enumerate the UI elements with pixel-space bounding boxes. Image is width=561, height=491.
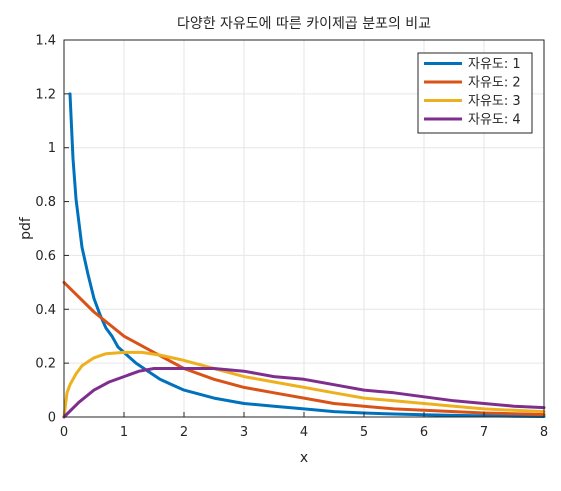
y-tick-label: 0 [48,411,56,426]
legend-label: 자유도: 1 [468,57,521,72]
chart-title: 다양한 자유도에 따른 카이제곱 분포의 비교 [177,16,431,32]
series-lines [62,92,546,419]
x-tick-label: 8 [540,425,548,440]
y-tick-label: 0.4 [35,303,56,318]
legend-label: 자유도: 4 [468,113,521,128]
y-tick-label: 0.8 [35,195,56,210]
y-tick-label: 1 [48,141,56,156]
legend-label: 자유도: 3 [468,94,521,109]
x-tick-label: 5 [360,425,368,440]
x-tick-label: 2 [180,425,188,440]
series-line-1 [68,92,546,418]
legend-label: 자유도: 2 [468,76,521,91]
x-tick-label: 7 [480,425,488,440]
y-tick-label: 1.4 [35,34,56,49]
y-tick-label: 1.2 [35,87,56,102]
y-tick-label: 0.6 [35,249,56,264]
y-axis-label: pdf [18,216,34,240]
series-line-4 [62,367,546,419]
legend: 자유도: 1 자유도: 2 자유도: 3 자유도: 4 [417,52,533,134]
x-tick-label: 1 [120,425,128,440]
x-tick-label: 6 [420,425,428,440]
x-tick-label: 3 [240,425,248,440]
y-tick-label: 0.2 [35,357,56,372]
x-tick-label: 4 [300,425,308,440]
series-line-2 [62,280,546,417]
x-axis-label: x [300,450,308,466]
x-tick-label: 0 [60,425,68,440]
axis-ticks: 0 1 2 3 4 5 6 7 8 0 0.2 0.4 0.6 0.8 1 1.2 1.4 [35,34,548,441]
